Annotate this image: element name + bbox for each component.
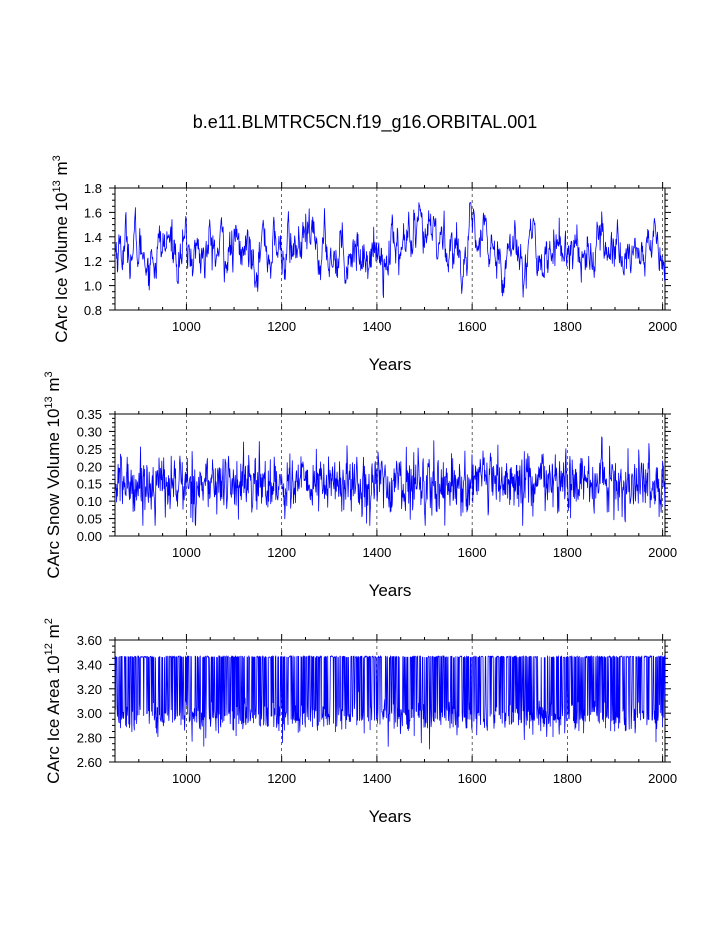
x-tick-labels: 1000 1200 1400 1600 1800 2000 <box>172 545 677 560</box>
y-tick-label: 1.2 <box>84 254 102 269</box>
y-tick-label: 1.0 <box>84 279 102 294</box>
x-tick-label: 1400 <box>362 545 391 560</box>
y-tick-label: 3.20 <box>77 682 102 697</box>
y-tick-label: 3.60 <box>77 633 102 648</box>
x-tick-label: 1000 <box>172 545 201 560</box>
x-tick-label: 1600 <box>458 545 487 560</box>
tick-marks <box>109 634 671 763</box>
x-tick-label: 1200 <box>267 545 296 560</box>
y-tick-label: 3.40 <box>77 657 102 672</box>
series-line-ice-volume <box>114 202 666 299</box>
x-tick-label: 1400 <box>362 771 391 786</box>
panel-ice-volume: 1000 1200 1400 1600 1800 2000 0.8 1.0 1.2 1.4 1.6… <box>51 155 677 374</box>
panel-ice-area: 1000 1200 1400 1600 1800 2000 2.60 2.80 3.00 3.2… <box>43 618 677 826</box>
x-tick-label: 2000 <box>648 545 677 560</box>
y-axis-label: CArc Ice Volume 1013 m3 <box>51 155 71 343</box>
x-tick-labels: 1000 1200 1400 1600 1800 2000 <box>172 319 677 334</box>
x-tick-label: 1200 <box>267 319 296 334</box>
y-tick-label: 1.8 <box>84 181 102 196</box>
x-axis-label: Years <box>369 355 412 374</box>
y-tick-label: 1.6 <box>84 205 102 220</box>
x-tick-label: 2000 <box>648 319 677 334</box>
tick-marks <box>109 182 671 311</box>
y-tick-label: 0.15 <box>77 477 102 492</box>
y-tick-label: 0.00 <box>77 529 102 544</box>
y-tick-label: 0.20 <box>77 459 102 474</box>
x-tick-label: 1400 <box>362 319 391 334</box>
plot-frame <box>114 187 666 311</box>
y-tick-label: 0.25 <box>77 442 102 457</box>
x-axis-label: Years <box>369 807 412 826</box>
series-line-snow-volume <box>114 436 666 526</box>
y-tick-label: 0.8 <box>84 303 102 318</box>
y-tick-label: 0.35 <box>77 407 102 422</box>
x-tick-label: 1800 <box>553 319 582 334</box>
x-tick-label: 1800 <box>553 545 582 560</box>
x-tick-label: 1800 <box>553 771 582 786</box>
y-tick-labels: 0.00 0.05 0.10 0.15 0.20 0.25 0.30 0.35 <box>77 407 102 544</box>
series-line-ice-area <box>114 655 666 750</box>
x-tick-labels: 1000 1200 1400 1600 1800 2000 <box>172 771 677 786</box>
y-tick-label: 2.60 <box>77 755 102 770</box>
x-tick-label: 1600 <box>458 319 487 334</box>
y-tick-label: 0.30 <box>77 424 102 439</box>
x-axis-label: Years <box>369 581 412 600</box>
tick-marks <box>109 408 671 537</box>
panel-snow-volume: 1000 1200 1400 1600 1800 2000 0.00 0.05 0.10 0.1… <box>43 371 677 600</box>
y-tick-label: 2.80 <box>77 731 102 746</box>
y-tick-labels: 2.60 2.80 3.00 3.20 3.40 3.60 <box>77 633 102 770</box>
y-tick-labels: 0.8 1.0 1.2 1.4 1.6 1.8 <box>84 181 102 318</box>
y-tick-label: 3.00 <box>77 706 102 721</box>
y-tick-label: 0.10 <box>77 494 102 509</box>
y-tick-label: 0.05 <box>77 512 102 527</box>
figure-title: b.e11.BLMTRC5CN.f19_g16.ORBITAL.001 <box>193 112 538 133</box>
x-tick-label: 1600 <box>458 771 487 786</box>
x-tick-label: 2000 <box>648 771 677 786</box>
x-tick-label: 1200 <box>267 771 296 786</box>
y-axis-label: CArc Snow Volume 1013 m3 <box>43 371 63 578</box>
y-tick-label: 1.4 <box>84 230 102 245</box>
y-axis-label: CArc Ice Area 1012 m2 <box>43 618 63 784</box>
x-tick-label: 1000 <box>172 771 201 786</box>
x-tick-label: 1000 <box>172 319 201 334</box>
